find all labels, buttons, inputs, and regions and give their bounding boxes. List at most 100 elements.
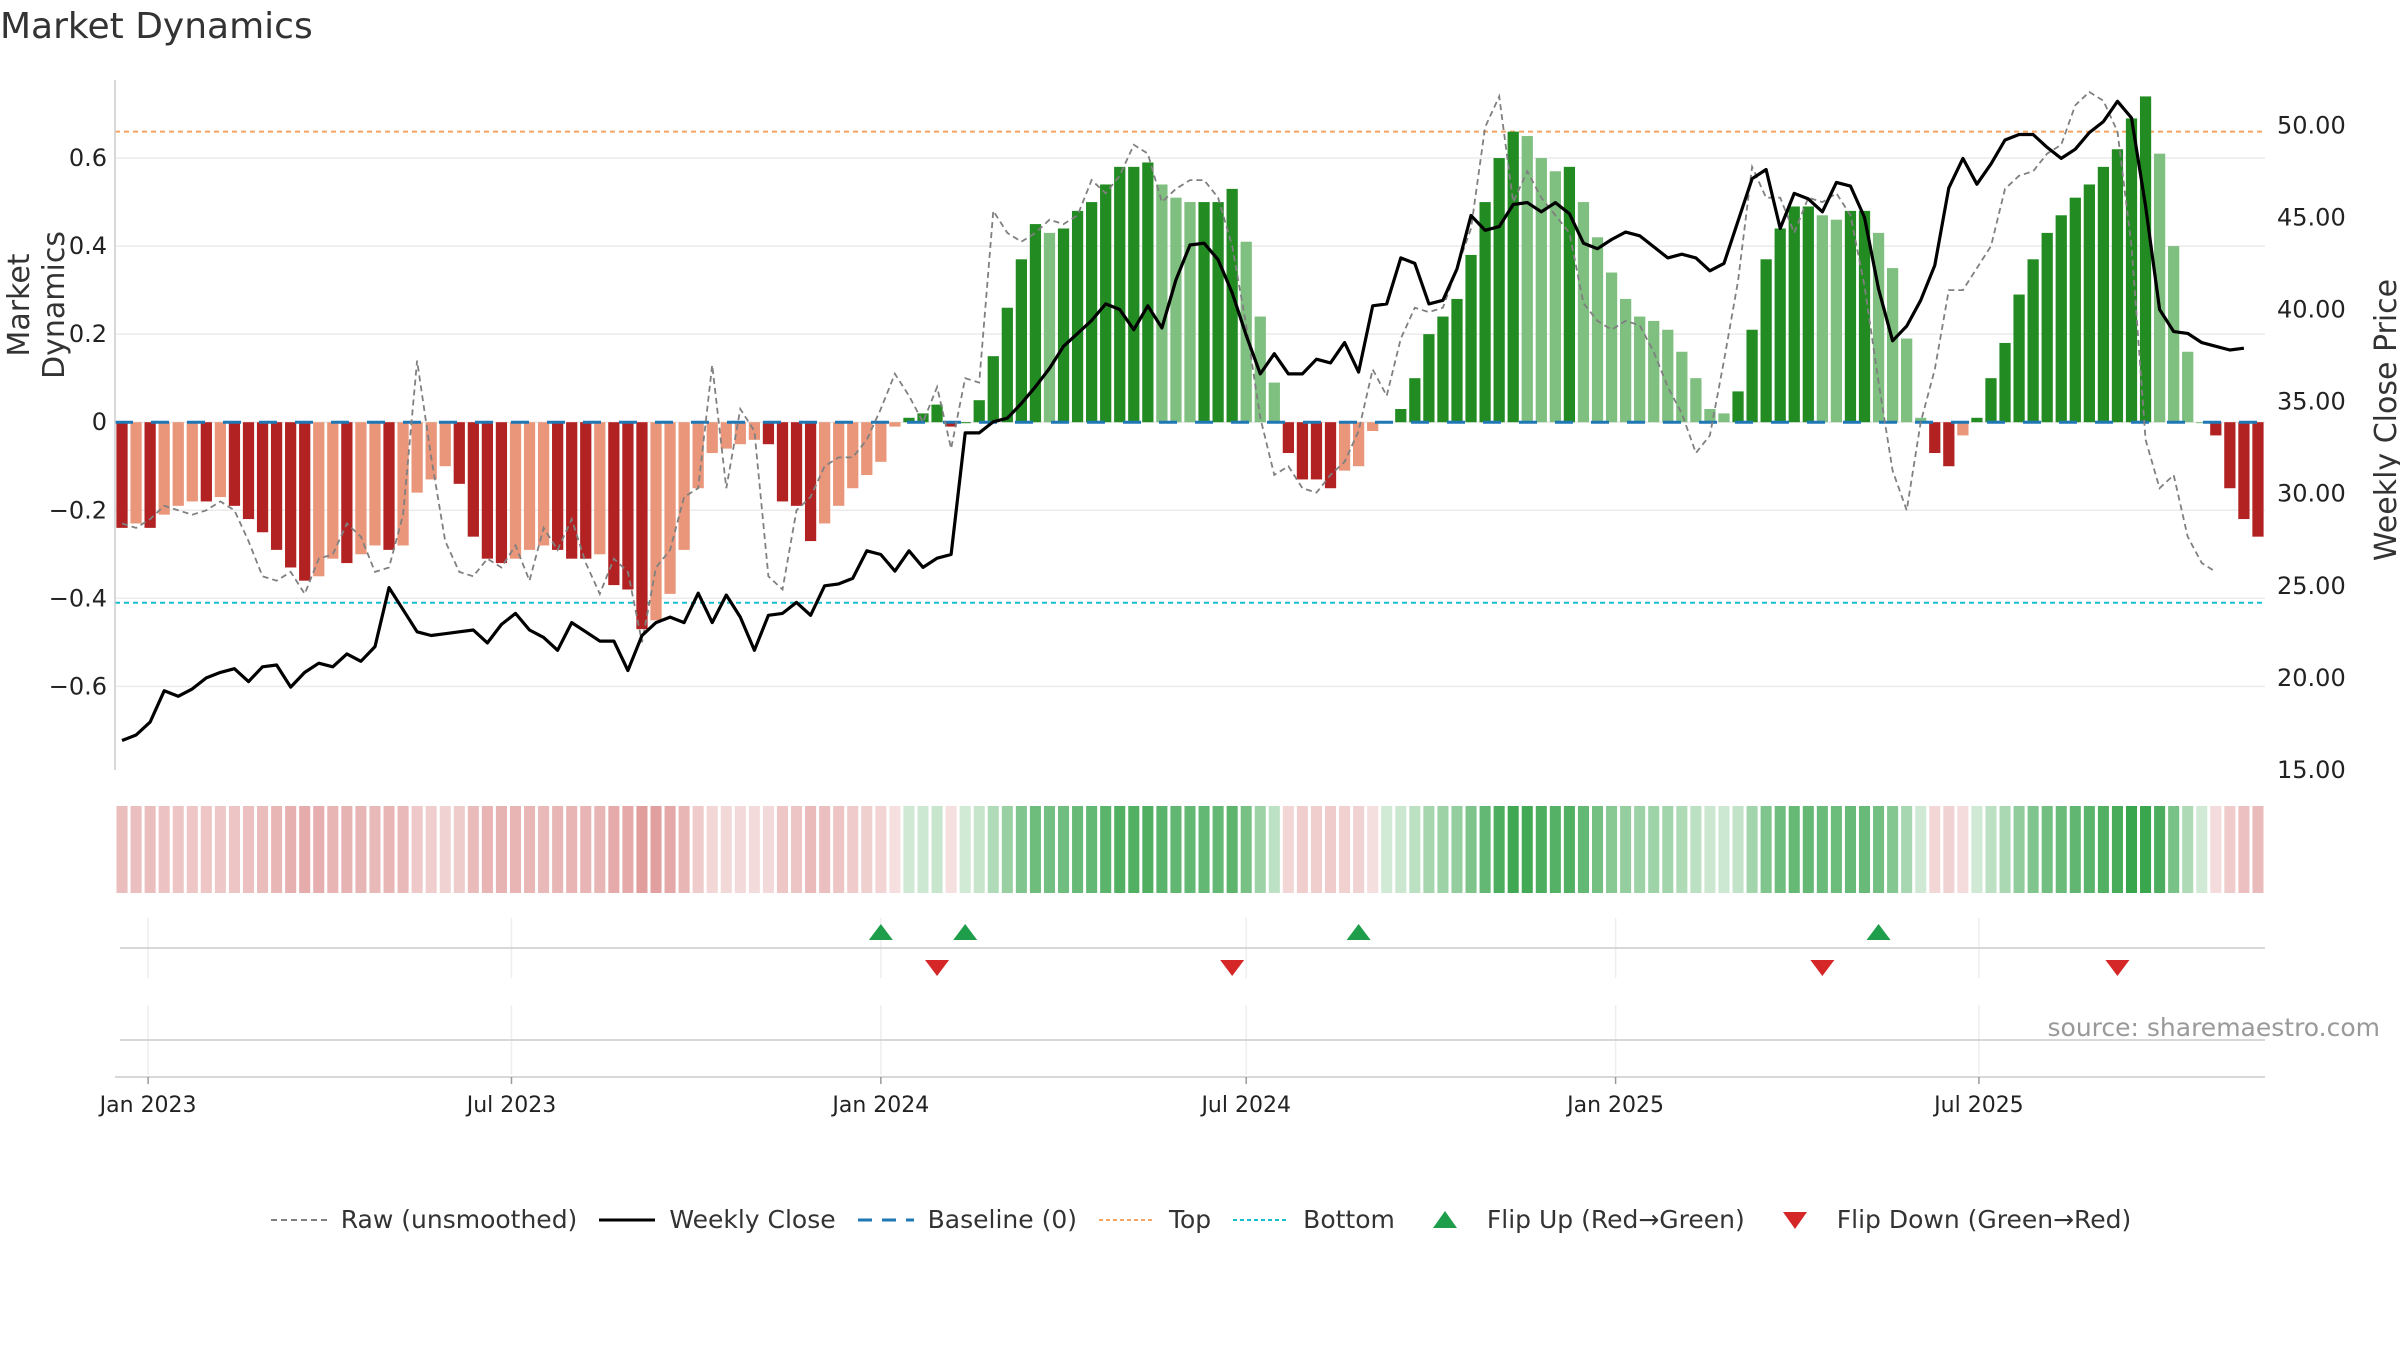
regime-cell [172,806,184,893]
regime-cell [397,806,409,893]
flip-down-marker [925,960,950,976]
regime-cell [1142,806,1154,893]
momentum-bar [2111,149,2124,423]
momentum-bar [1071,210,1084,423]
momentum-bar [1788,206,1800,423]
momentum-bar [2097,166,2110,423]
regime-cell [1549,806,1561,893]
legend-label: Bottom [1303,1205,1395,1234]
regime-cell [1072,806,1084,893]
momentum-bar [734,422,746,445]
regime-cell [776,806,789,893]
regime-cell [1296,806,1308,893]
legend-item-bottom: Bottom [1231,1205,1395,1234]
regime-cell [805,806,817,893]
momentum-bar [467,422,479,537]
dashed-blue-line-icon [856,1210,916,1230]
regime-cell [748,806,760,893]
regime-cell [734,806,746,893]
regime-cell [383,806,395,893]
regime-cell [425,806,437,893]
x-tick-label: Jan 2024 [830,1093,929,1118]
regime-cell [762,806,774,893]
regime-cell [1479,806,1491,893]
regime-cell [1367,806,1379,893]
regime-cell [1577,806,1589,893]
momentum-bar [2252,422,2264,537]
momentum-bar [1043,232,1056,423]
dashed-gray-line-icon [269,1210,329,1230]
momentum-bar [1858,210,1871,423]
regime-cell [650,806,662,893]
momentum-bar [1465,254,1477,423]
momentum-bar [383,422,395,550]
momentum-bar [636,422,648,630]
y-axis-left-label: Market Dynamics [2,231,72,379]
x-tick-label: Jul 2025 [1932,1093,2024,1118]
regime-cell [580,806,592,893]
momentum-bar [2210,422,2222,436]
flip-up-marker [1346,924,1371,940]
momentum-bar [1268,382,1280,423]
regime-cell [1114,806,1126,893]
momentum-bar [1901,338,1913,423]
momentum-bar [2224,422,2236,489]
momentum-bar [973,400,985,423]
regime-cell [1086,806,1098,893]
regime-cell [1437,806,1449,893]
regime-cell [116,806,128,893]
momentum-bar [2196,422,2208,424]
momentum-bar [804,422,817,542]
momentum-bar [650,422,662,621]
raw-series-line [121,90,2217,643]
y-tick-right: 25.00 [2277,572,2346,600]
price-lines [115,90,2265,742]
momentum-bar [313,422,325,577]
momentum-bar [903,417,915,423]
regime-cell [1156,806,1168,893]
regime-cell [1254,806,1266,893]
regime-cell [1648,806,1660,893]
momentum-bar [116,422,128,528]
regime-cell [2069,806,2081,893]
regime-cell [2210,806,2222,893]
momentum-bar [875,422,887,462]
legend-item-top: Top [1097,1205,1211,1234]
momentum-bar [1605,272,1618,423]
momentum-bar [1409,378,1421,423]
regime-cell [1718,806,1730,893]
regime-cell [214,806,226,893]
legend-label: Flip Up (Red→Green) [1486,1205,1745,1234]
momentum-bar [397,422,409,546]
regime-cell [2027,806,2039,893]
y-tick-left: 0.6 [69,144,107,172]
flip-down-marker [1220,960,1245,976]
regime-cell [833,806,845,893]
regime-cell [594,806,606,893]
momentum-bar [1830,219,1843,423]
momentum-bar [1170,197,1182,423]
regime-cell [1760,806,1772,893]
regime-cell [1732,806,1744,893]
momentum-bar [2153,153,2166,423]
momentum-bar [1690,378,1702,423]
legend-item-baseline: Baseline (0) [856,1205,1077,1234]
momentum-bar [1282,422,1294,454]
momentum-bar [1634,316,1646,423]
regime-cell [847,806,859,893]
y-tick-left: 0.4 [69,232,107,260]
momentum-bar [1704,408,1716,423]
regime-cell [1704,806,1716,893]
y-tick-right: 35.00 [2277,388,2346,416]
y-tick-left: 0.2 [69,320,107,348]
regime-cell [130,806,142,893]
regime-cell [1606,806,1618,893]
momentum-bar [1367,422,1379,432]
momentum-bar [1114,166,1126,423]
regime-cell [1310,806,1322,893]
momentum-bar [1718,413,1730,423]
momentum-bar [1156,184,1168,423]
momentum-bar [1872,232,1885,423]
legend: Raw (unsmoothed) Weekly Close Baseline (… [0,1205,2400,1234]
